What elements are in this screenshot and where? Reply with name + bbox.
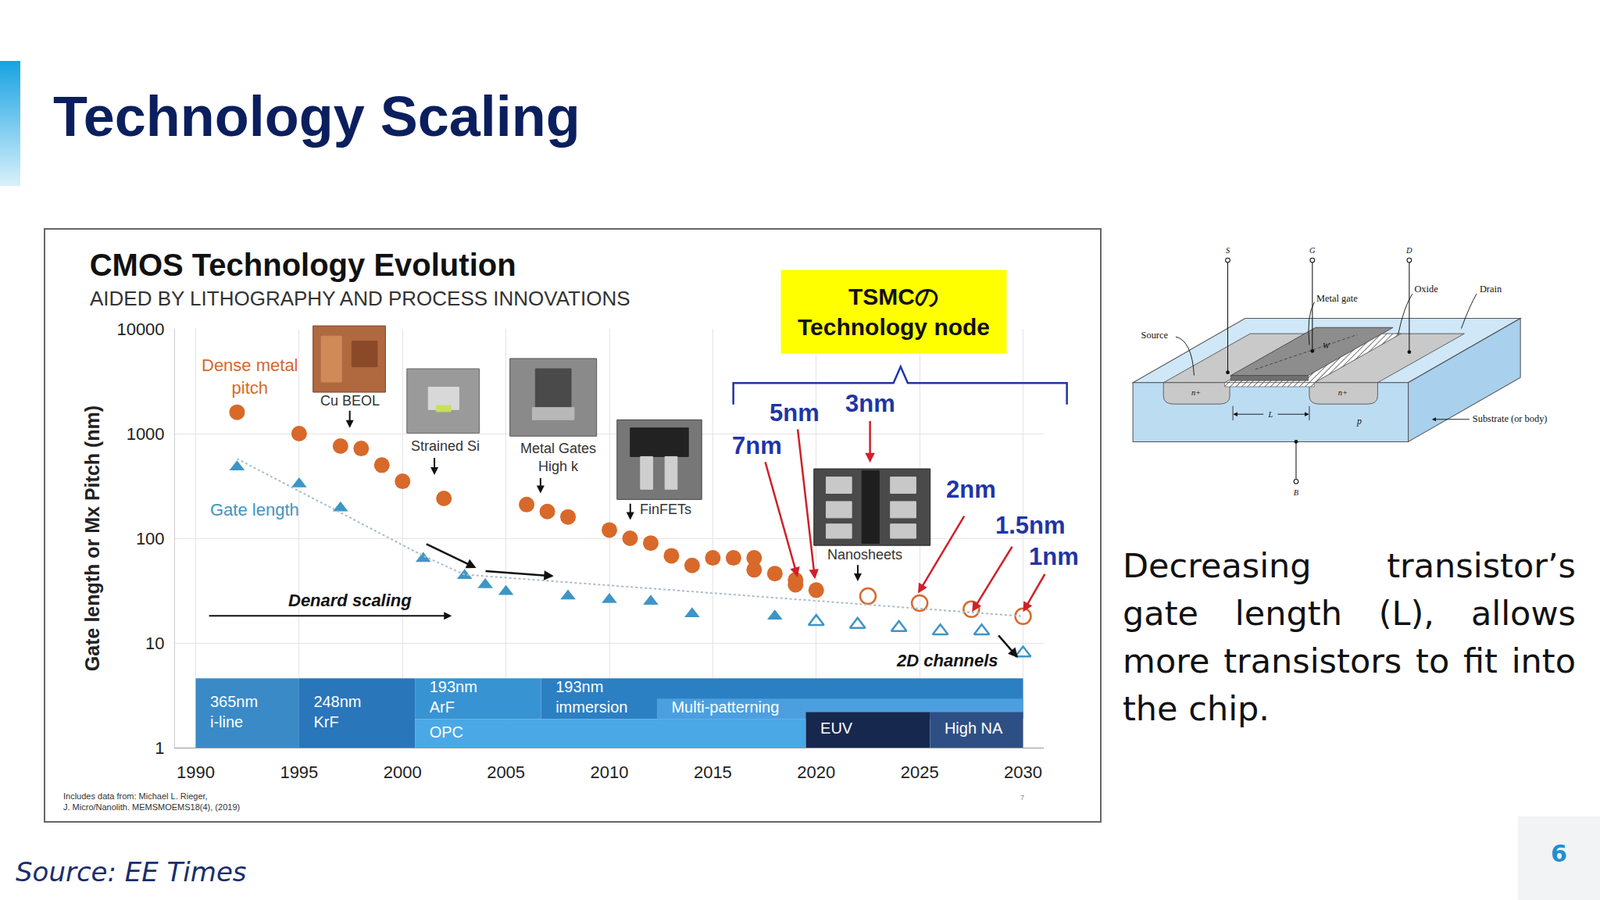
svg-text:3nm: 3nm: [845, 389, 896, 418]
svg-text:D: D: [1405, 246, 1413, 255]
svg-text:193nmArF: 193nmArF: [429, 678, 478, 716]
svg-text:2030: 2030: [1003, 762, 1043, 783]
html-text:Technology Scaling: Technology Scaling: [53, 85, 581, 148]
svg-text:B: B: [1293, 488, 1300, 497]
svg-text:Dense metalpitch: Dense metalpitch: [201, 355, 299, 398]
svg-text:1: 1: [154, 738, 165, 758]
svg-text:Substrate (or body): Substrate (or body): [1472, 413, 1548, 425]
svg-text:2015: 2015: [693, 762, 733, 783]
svg-text:p: p: [1356, 416, 1362, 427]
svg-text:5nm: 5nm: [769, 399, 820, 427]
svg-text:Oxide: Oxide: [1414, 283, 1439, 295]
svg-text:FinFETs: FinFETs: [639, 501, 692, 518]
svg-text:G: G: [1309, 246, 1316, 255]
svg-text:CMOS Technology Evolution: CMOS Technology Evolution: [89, 247, 517, 283]
svg-text:Includes data from: Michael L.: Includes data from: Michael L. Rieger,J.…: [63, 791, 240, 812]
svg-text:Nanosheets: Nanosheets: [827, 546, 903, 563]
svg-text:Gate length or Mx Pitch (nm): Gate length or Mx Pitch (nm): [81, 405, 104, 672]
svg-text:1995: 1995: [279, 762, 318, 783]
svg-text:100: 100: [135, 528, 165, 549]
svg-text:10: 10: [145, 633, 165, 654]
svg-text:7nm: 7nm: [732, 432, 783, 460]
svg-text:248nmKrF: 248nmKrF: [313, 692, 361, 731]
svg-text:TSMCのTechnology node: TSMCのTechnology node: [797, 283, 990, 340]
svg-text:1000: 1000: [126, 424, 165, 444]
html-text:6: 6: [1550, 839, 1568, 868]
svg-text:Drain: Drain: [1479, 283, 1502, 295]
svg-text:Source: Source: [1141, 329, 1169, 341]
svg-text:1nm: 1nm: [1028, 542, 1079, 571]
svg-text:2010: 2010: [590, 762, 629, 783]
svg-text:Strained Si: Strained Si: [410, 438, 480, 454]
svg-text:Gate length: Gate length: [210, 500, 300, 520]
svg-text:1990: 1990: [176, 762, 215, 783]
svg-text:AIDED BY LITHOGRAPHY AND PROCE: AIDED BY LITHOGRAPHY AND PROCESS INNOVAT…: [89, 286, 631, 311]
svg-text:Metal GatesHigh k: Metal GatesHigh k: [520, 440, 597, 475]
svg-text:2nm: 2nm: [946, 475, 997, 504]
svg-text:L: L: [1267, 410, 1273, 419]
svg-text:2005: 2005: [486, 762, 525, 783]
svg-text:10000: 10000: [116, 319, 165, 340]
svg-text:OPC: OPC: [429, 723, 464, 741]
svg-text:Metal gate: Metal gate: [1316, 292, 1358, 304]
html-text:Decreasing transistor’s gate l: Decreasing transistor’s gate length (L),…: [1122, 546, 1576, 729]
svg-text:2025: 2025: [900, 762, 940, 783]
svg-text:n+: n+: [1338, 388, 1348, 397]
svg-text:2D channels: 2D channels: [896, 650, 999, 671]
svg-text:Cu BEOL: Cu BEOL: [320, 392, 380, 409]
svg-text:193nmimmersion: 193nmimmersion: [555, 678, 628, 716]
svg-text:2020: 2020: [796, 762, 836, 783]
svg-text:1.5nm: 1.5nm: [995, 511, 1066, 540]
svg-text:n+: n+: [1191, 388, 1201, 397]
svg-text:S: S: [1225, 246, 1231, 255]
svg-text:7: 7: [1020, 793, 1025, 802]
svg-text:W: W: [1322, 341, 1331, 350]
html-text:Source: EE Times: Source: EE Times: [15, 856, 247, 888]
svg-text:EUV: EUV: [820, 719, 854, 737]
svg-text:Multi-patterning: Multi-patterning: [671, 698, 779, 716]
svg-text:2000: 2000: [383, 762, 422, 783]
svg-text:High NA: High NA: [944, 719, 1004, 737]
svg-text:365nmi-line: 365nmi-line: [210, 692, 258, 731]
svg-text:Denard scaling: Denard scaling: [288, 590, 412, 611]
